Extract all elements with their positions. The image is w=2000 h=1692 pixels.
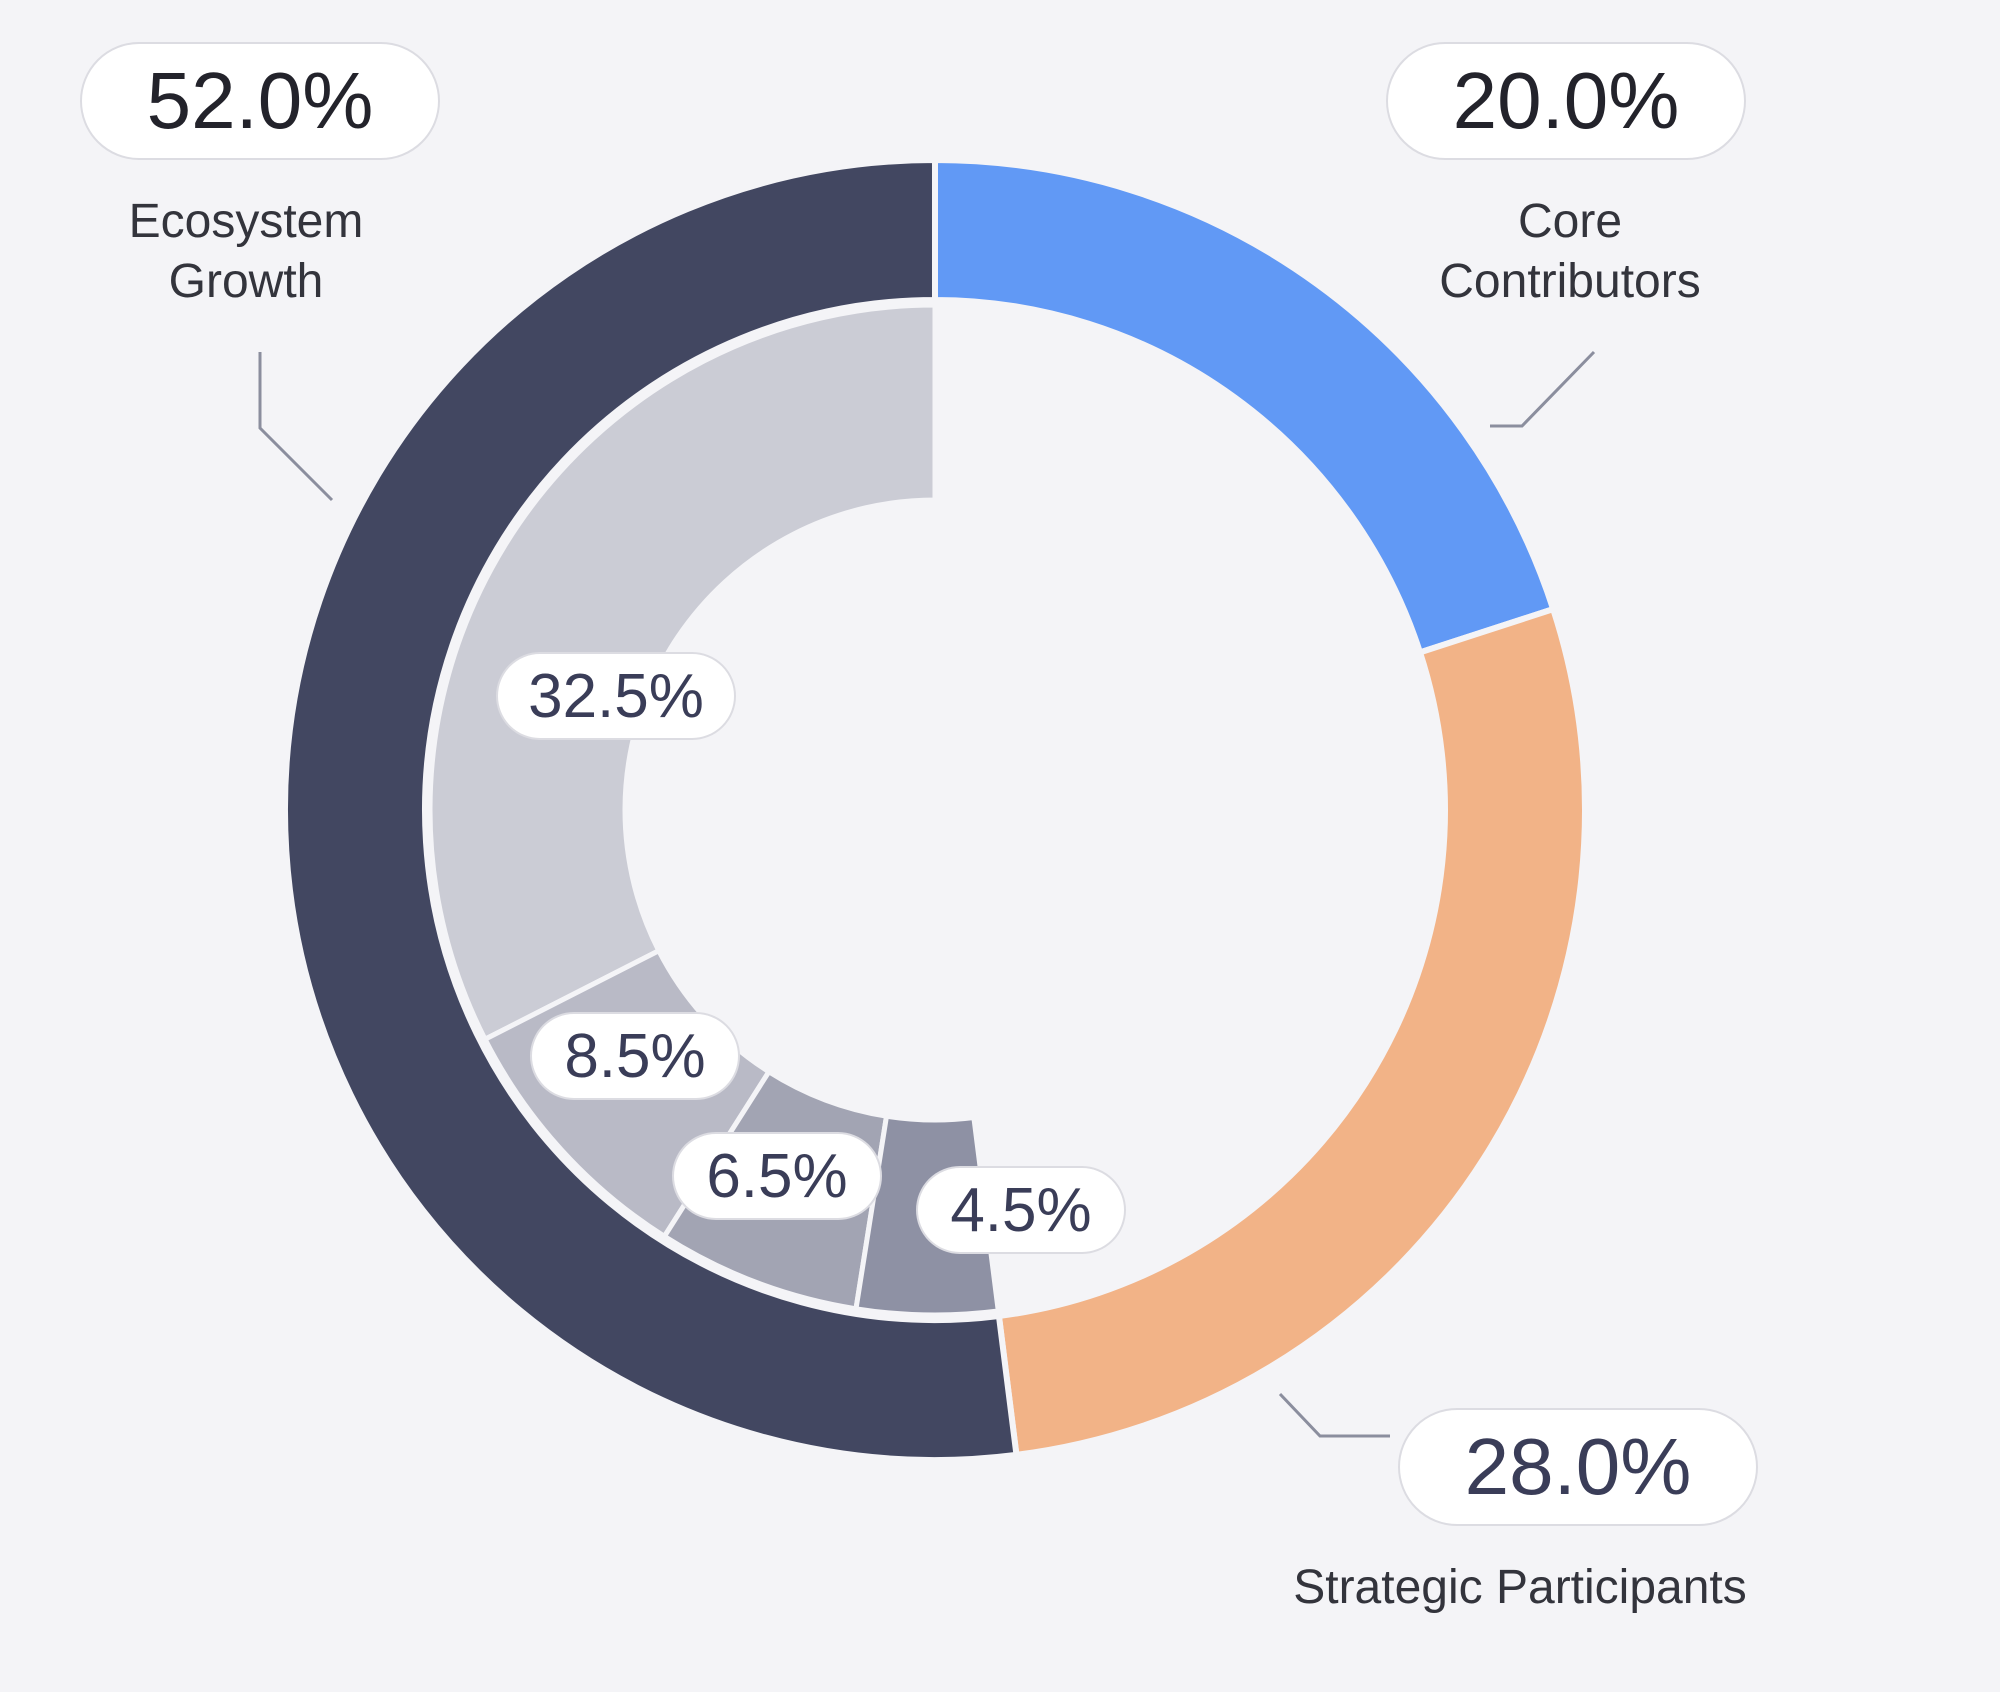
value-label-ecosystem-growth: 52.0% xyxy=(146,56,374,145)
outer-slice-strategic-participants xyxy=(995,605,1588,1459)
category-label-strategic-participants: Strategic Participants xyxy=(1270,1558,1770,1618)
leader-line-strategic-participants xyxy=(1278,1392,1390,1438)
category-label-line: Ecosystem xyxy=(128,195,364,248)
inner-value-label-1: 32.5% xyxy=(528,661,704,731)
inner-value-label-4: 4.5% xyxy=(950,1175,1092,1245)
category-label-line: Contributors xyxy=(1439,255,1701,308)
inner-value-pill-3: 6.5% xyxy=(672,1132,882,1220)
inner-value-pill-4: 4.5% xyxy=(916,1166,1126,1254)
value-label-core-contributors: 20.0% xyxy=(1452,56,1680,145)
leader-line-ecosystem-growth xyxy=(258,352,334,502)
category-label-line: Core xyxy=(1517,195,1623,248)
inner-value-pill-2: 8.5% xyxy=(530,1012,740,1100)
leader-line-core-contributors xyxy=(1490,350,1596,428)
inner-value-label-2: 8.5% xyxy=(564,1021,706,1091)
value-pill-strategic-participants: 28.0% xyxy=(1398,1408,1758,1526)
outer-slice-ecosystem-growth xyxy=(281,156,1020,1463)
category-label-ecosystem-growth: Ecosystem Growth xyxy=(96,192,396,312)
value-pill-ecosystem-growth: 52.0% xyxy=(80,42,440,160)
inner-value-pill-1: 32.5% xyxy=(496,652,736,740)
value-label-strategic-participants: 28.0% xyxy=(1464,1422,1692,1511)
inner-value-label-3: 6.5% xyxy=(706,1141,848,1211)
category-label-line: Growth xyxy=(168,255,324,308)
category-label-core-contributors: Core Contributors xyxy=(1400,192,1740,312)
outer-ring xyxy=(281,156,1588,1463)
value-pill-core-contributors: 20.0% xyxy=(1386,42,1746,160)
category-label-line: Strategic Participants xyxy=(1293,1561,1747,1614)
